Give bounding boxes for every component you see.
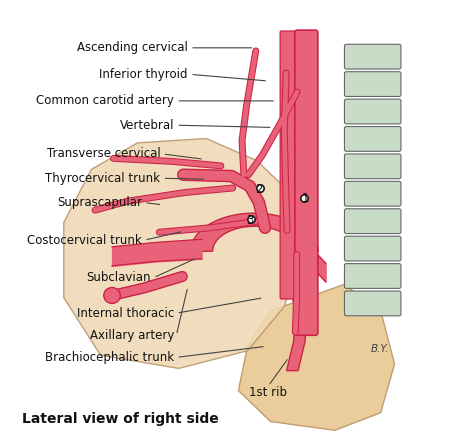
Text: Common carotid artery: Common carotid artery <box>36 94 174 107</box>
Text: Internal thoracic: Internal thoracic <box>77 307 174 320</box>
FancyBboxPatch shape <box>345 154 401 179</box>
Text: Brachiocephalic trunk: Brachiocephalic trunk <box>45 351 174 364</box>
Polygon shape <box>287 282 307 371</box>
FancyBboxPatch shape <box>345 72 401 97</box>
Polygon shape <box>64 138 303 368</box>
Text: Thyrocervical trunk: Thyrocervical trunk <box>45 172 160 185</box>
FancyBboxPatch shape <box>345 182 401 206</box>
Text: Ascending cervical: Ascending cervical <box>77 41 188 54</box>
Text: 3: 3 <box>246 214 254 227</box>
Text: Inferior thyroid: Inferior thyroid <box>100 68 188 81</box>
Text: Suprascapular: Suprascapular <box>57 196 142 209</box>
Circle shape <box>104 287 120 303</box>
FancyBboxPatch shape <box>345 291 401 316</box>
FancyBboxPatch shape <box>345 126 401 151</box>
FancyBboxPatch shape <box>280 31 297 299</box>
Text: 2: 2 <box>255 183 263 196</box>
Text: Subclavian: Subclavian <box>87 271 151 284</box>
Text: Lateral view of right side: Lateral view of right side <box>22 412 219 426</box>
Text: Transverse cervical: Transverse cervical <box>46 147 160 161</box>
FancyBboxPatch shape <box>345 236 401 261</box>
FancyBboxPatch shape <box>295 30 318 335</box>
Text: B.Y.: B.Y. <box>371 344 389 353</box>
Text: 1st rib: 1st rib <box>249 386 287 399</box>
Text: Costocervical trunk: Costocervical trunk <box>27 234 142 247</box>
Text: 1: 1 <box>301 192 309 205</box>
FancyBboxPatch shape <box>345 209 401 234</box>
Polygon shape <box>238 284 394 430</box>
Text: Vertebral: Vertebral <box>119 119 174 132</box>
Polygon shape <box>191 213 318 251</box>
Text: Axillary artery: Axillary artery <box>90 329 174 342</box>
FancyBboxPatch shape <box>345 263 401 288</box>
FancyBboxPatch shape <box>345 44 401 69</box>
FancyBboxPatch shape <box>345 99 401 124</box>
